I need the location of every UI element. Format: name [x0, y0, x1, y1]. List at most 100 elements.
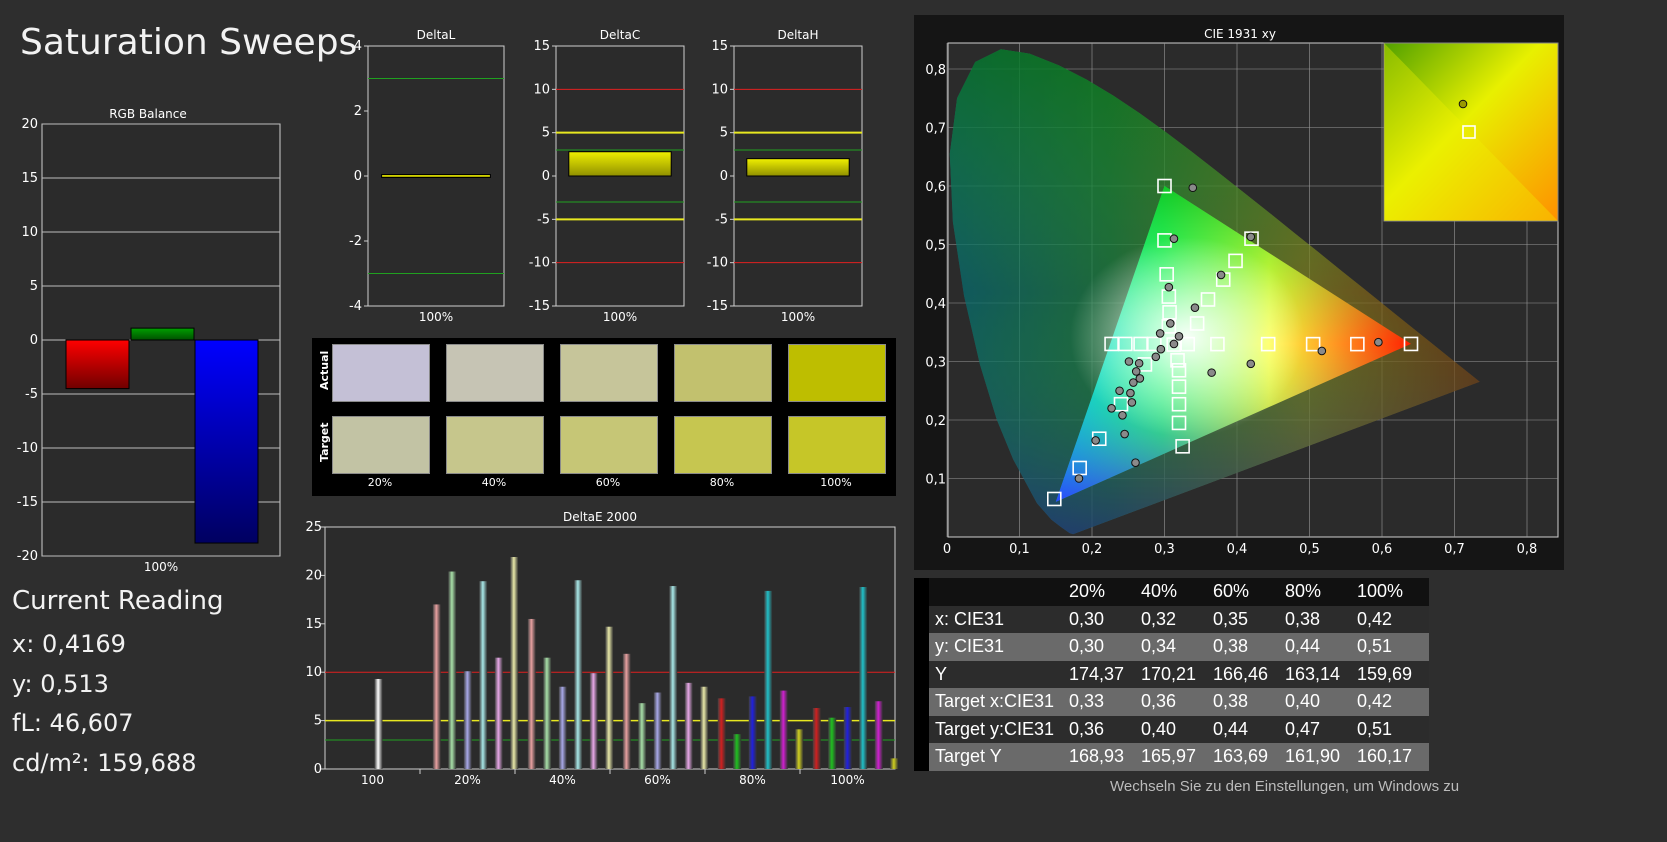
table-cell: 0,51 [1353, 715, 1429, 743]
rgb-ytick-label: -5 [25, 387, 38, 402]
cie-actual-point [1134, 358, 1144, 368]
cie-target-point [1162, 305, 1177, 320]
reading-x-label: x: [12, 630, 35, 658]
deltae-bar [527, 618, 536, 769]
deltae-category-label: 60% [644, 773, 671, 787]
reading-y-value: 0,513 [40, 670, 109, 698]
target-swatch [788, 416, 886, 474]
deltae-category-label: 20% [454, 773, 481, 787]
table-cell: 174,37 [1065, 660, 1137, 688]
cie-target-point [1403, 336, 1419, 352]
cie-ytick-label: 0,7 [925, 122, 946, 137]
cie-target-point [1171, 396, 1187, 412]
cie-xtick-label: 0,5 [1299, 542, 1320, 557]
deltaL-ytick-label: -4 [349, 299, 362, 314]
cie-actual-point [1115, 386, 1124, 396]
cie-xtick-label: 0,6 [1372, 542, 1393, 557]
deltaL-bar [381, 174, 491, 178]
deltaC-ytick-label: 0 [542, 169, 550, 184]
actual-row-label: Actual [318, 350, 331, 390]
cie-ytick-label: 0,4 [925, 297, 946, 312]
table-row: Target Y 168,93 165,97 163,69 161,90 160,17 [914, 743, 1429, 771]
cie-target-point [1047, 491, 1062, 507]
table-row: Y 174,37 170,21 166,46 163,14 159,69 [914, 660, 1429, 688]
deltaH-title: DeltaH [777, 28, 818, 42]
deltaC-ytick-label: 5 [542, 126, 550, 141]
deltae-category-label: 80% [739, 773, 766, 787]
cie-target-point [1228, 253, 1243, 269]
cie-xtick-label: 0,8 [1517, 542, 1538, 557]
cie-actual-point [1151, 352, 1161, 362]
deltae-bar [574, 580, 583, 769]
table-cell: 0,38 [1281, 605, 1353, 633]
deltae-bar [700, 686, 709, 769]
target-swatch [446, 416, 544, 474]
reading-x: x: 0,4169 [12, 630, 126, 658]
cie-actual-point [1091, 436, 1100, 445]
table-cell: 0,38 [1209, 633, 1281, 661]
reading-cdm2-label: cd/m²: [12, 749, 90, 777]
deltae-bar [653, 692, 662, 769]
rgb-ytick-label: 0 [30, 333, 38, 348]
deltae-category-label: 100 [361, 773, 384, 787]
deltae-title: DeltaE 2000 [563, 510, 637, 524]
table-row-label: x: CIE31 [929, 605, 1065, 633]
cie-xtick-label: 0,3 [1154, 542, 1175, 557]
deltae-bar [558, 686, 567, 769]
reading-y: y: 0,513 [12, 670, 109, 698]
cie-actual-point [1165, 319, 1175, 328]
deltae-bar [733, 734, 742, 769]
table-row-label: Target x:CIE31 [929, 688, 1065, 716]
cie-target-point [1171, 379, 1187, 394]
deltae-bar [543, 657, 552, 769]
cie-inset-actual-point [1458, 99, 1468, 109]
deltae-bar [669, 586, 678, 769]
cie-inset-target-point [1462, 125, 1476, 139]
deltaH-ytick-label: -5 [715, 212, 728, 227]
deltae-bar [374, 678, 383, 769]
cie-actual-point [1120, 429, 1129, 439]
deltaH-ytick-label: -10 [707, 256, 728, 271]
deltaC-category: 100% [603, 310, 637, 324]
swatch-label: 60% [595, 476, 621, 489]
deltae-bar [479, 581, 488, 769]
table-row: Target y:CIE31 0,36 0,40 0,44 0,47 0,51 [914, 715, 1429, 743]
table-cell: 166,46 [1209, 660, 1281, 688]
table-row-label: Target Y [929, 743, 1065, 771]
cie-target-point [1166, 337, 1182, 352]
deltae-ytick-label: 25 [305, 520, 322, 535]
deltae-bar [843, 707, 852, 769]
deltaH-ytick-label: 5 [720, 126, 728, 141]
deltaC-ytick-label: -10 [529, 256, 550, 271]
deltaC-ytick-label: -5 [537, 212, 550, 227]
deltaL-category: 100% [419, 310, 453, 324]
deltae-bar [684, 682, 693, 769]
delta-chart-deltaL: DeltaL -4 -2 0 2 4 100% [349, 28, 505, 324]
deltae-bar [463, 671, 472, 769]
deltae-bar [779, 690, 788, 769]
cie-actual-point [1131, 458, 1140, 468]
swatch-panel: Actual Target 20% 40% 60% 80% 100% [312, 338, 896, 496]
cie-ytick-label: 0,8 [925, 63, 946, 78]
cie-actual-point [1131, 367, 1141, 376]
rgb-balance-title: RGB Balance [109, 107, 187, 121]
deltae-bar [890, 758, 899, 769]
table-column-header: 60% [1209, 578, 1281, 606]
deltae-bar [812, 708, 821, 769]
deltae-bar [748, 696, 757, 769]
deltae-ytick-label: 10 [305, 665, 322, 680]
cie-actual-point [1216, 270, 1226, 280]
deltae-bar [764, 590, 773, 769]
deltaL-ytick-label: 0 [354, 169, 362, 184]
rgb-ytick-label: -15 [17, 495, 38, 510]
rgb-bar-2 [194, 339, 259, 544]
cie-target-point [1175, 439, 1190, 454]
deltae-bar [638, 703, 647, 769]
deltae-bar [510, 557, 519, 769]
deltaH-ytick-label: 0 [720, 169, 728, 184]
current-reading-title: Current Reading [12, 586, 224, 616]
table-cell: 165,97 [1137, 743, 1209, 771]
deltaL-title: DeltaL [417, 28, 456, 42]
cie-xtick-label: 0,2 [1082, 542, 1103, 557]
table-column-header: 100% [1353, 578, 1429, 606]
